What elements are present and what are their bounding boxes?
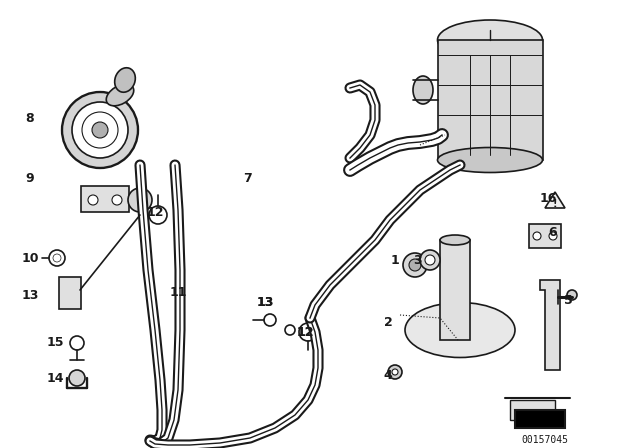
Text: 13: 13 <box>256 296 274 309</box>
Text: !: ! <box>553 199 557 209</box>
Circle shape <box>285 325 295 335</box>
Text: 15: 15 <box>46 336 64 349</box>
Text: 1: 1 <box>390 254 399 267</box>
Circle shape <box>53 254 61 262</box>
Ellipse shape <box>405 302 515 358</box>
Circle shape <box>533 232 541 240</box>
Text: 5: 5 <box>564 293 572 306</box>
Circle shape <box>388 365 402 379</box>
FancyBboxPatch shape <box>529 224 561 248</box>
Text: 11: 11 <box>169 285 187 298</box>
FancyBboxPatch shape <box>440 240 470 340</box>
Text: 13: 13 <box>21 289 38 302</box>
Ellipse shape <box>106 84 134 106</box>
FancyBboxPatch shape <box>438 40 543 160</box>
Text: 12: 12 <box>147 206 164 219</box>
Circle shape <box>69 370 85 386</box>
Ellipse shape <box>438 20 543 60</box>
Text: 14: 14 <box>46 371 64 384</box>
Polygon shape <box>545 192 565 208</box>
Circle shape <box>92 122 108 138</box>
Circle shape <box>392 369 398 375</box>
Circle shape <box>49 250 65 266</box>
Polygon shape <box>540 280 560 370</box>
Circle shape <box>149 206 167 224</box>
Circle shape <box>88 195 98 205</box>
Circle shape <box>62 92 138 168</box>
Circle shape <box>299 323 317 341</box>
Text: 6: 6 <box>548 225 557 238</box>
Circle shape <box>264 314 276 326</box>
Text: 4: 4 <box>383 369 392 382</box>
Circle shape <box>409 259 421 271</box>
Ellipse shape <box>440 235 470 245</box>
Text: 00157045: 00157045 <box>522 435 568 445</box>
Text: 9: 9 <box>26 172 35 185</box>
Circle shape <box>567 290 577 300</box>
Text: 12: 12 <box>296 326 314 339</box>
Text: 13: 13 <box>256 296 274 309</box>
Circle shape <box>70 336 84 350</box>
Text: 10: 10 <box>21 251 39 264</box>
Ellipse shape <box>438 147 543 172</box>
Circle shape <box>425 255 435 265</box>
Text: 8: 8 <box>26 112 35 125</box>
Text: 16: 16 <box>540 191 557 204</box>
Circle shape <box>549 232 557 240</box>
Text: 7: 7 <box>244 172 252 185</box>
Ellipse shape <box>413 76 433 104</box>
Circle shape <box>82 112 118 148</box>
FancyBboxPatch shape <box>59 277 81 309</box>
Text: 3: 3 <box>413 254 422 267</box>
Text: 12: 12 <box>296 326 314 339</box>
Circle shape <box>112 195 122 205</box>
FancyBboxPatch shape <box>81 186 129 212</box>
Circle shape <box>420 250 440 270</box>
FancyBboxPatch shape <box>515 410 565 428</box>
Ellipse shape <box>115 68 135 92</box>
Circle shape <box>72 102 128 158</box>
Text: 2: 2 <box>383 315 392 328</box>
Circle shape <box>403 253 427 277</box>
Circle shape <box>128 188 152 212</box>
FancyBboxPatch shape <box>510 400 555 420</box>
